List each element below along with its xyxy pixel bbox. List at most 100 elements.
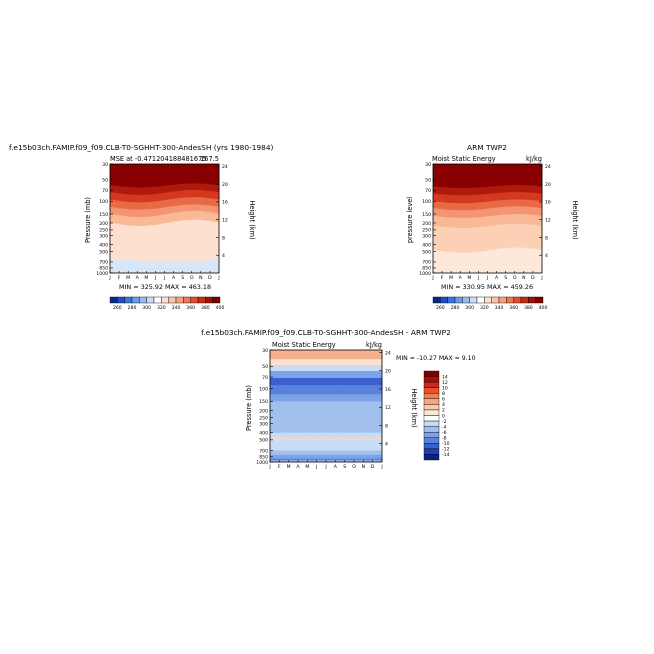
field-cell <box>196 189 202 198</box>
field-cell <box>335 454 341 460</box>
field-cell <box>169 164 174 186</box>
colorbar-label: 260 <box>113 305 122 311</box>
field-cell <box>146 209 152 218</box>
field-cell <box>178 220 184 263</box>
field-cell <box>293 394 299 402</box>
panel-obs: ARM TWP2 Moist Static Energy kJ/kg 30 50 7… <box>406 143 579 311</box>
field-cell <box>270 359 276 366</box>
field-cell <box>298 365 304 372</box>
field-cell <box>537 200 543 209</box>
field-cell <box>354 377 360 386</box>
field-cell <box>335 394 341 402</box>
field-cell <box>460 217 466 229</box>
height-tick-label: 4 <box>545 253 548 259</box>
field-cell <box>123 259 129 274</box>
field-cell <box>146 194 152 203</box>
field-cell <box>368 432 374 438</box>
field-cell <box>132 225 138 261</box>
colorbar-swatch <box>498 296 507 304</box>
field-cell <box>302 365 308 372</box>
field-cell <box>460 203 466 211</box>
panel-diff-subtitle-left: Moist Static Energy <box>272 341 336 349</box>
field-cell <box>492 249 497 274</box>
field-cell <box>372 401 378 434</box>
field-cell <box>532 248 538 274</box>
field-cell <box>191 219 197 263</box>
colorbar-swatch <box>183 296 191 304</box>
field-cell <box>123 186 129 195</box>
colorbar-swatch <box>423 393 440 400</box>
field-cell <box>196 210 202 221</box>
field-cell <box>349 377 355 386</box>
field-cell <box>270 365 276 372</box>
field-cell <box>330 371 336 379</box>
field-cell <box>284 377 290 386</box>
field-cell <box>288 359 294 366</box>
field-cell <box>501 164 507 186</box>
field-cell <box>358 437 364 441</box>
field-cell <box>307 394 313 402</box>
field-cell <box>354 385 360 395</box>
field-cell <box>478 187 484 195</box>
field-cell <box>200 211 206 221</box>
field-cell <box>528 248 534 274</box>
month-tick-label: S <box>504 275 507 281</box>
field-cell <box>312 365 318 372</box>
field-cell <box>492 193 497 202</box>
month-tick-label: O <box>190 275 194 281</box>
field-cell <box>478 216 484 228</box>
field-cell <box>150 216 156 226</box>
colorbar-swatch <box>124 296 133 304</box>
field-cell <box>274 385 280 395</box>
panel-diff: f.e15b03ch.FAMIP.f09_f09.CLB-T0-SGHHT-30… <box>201 328 475 470</box>
colorbar-swatch <box>205 296 213 304</box>
pressure-tick-label: 50 <box>262 364 268 370</box>
field-cell <box>344 359 350 366</box>
field-cell <box>274 394 280 402</box>
field-cell <box>335 377 341 386</box>
field-cell <box>340 394 346 402</box>
field-cell <box>464 187 470 196</box>
field-cell <box>349 439 355 452</box>
field-cell <box>349 359 355 366</box>
field-cell <box>326 458 332 461</box>
field-cell <box>473 227 479 253</box>
field-cell <box>307 371 313 379</box>
field-cell <box>442 216 448 228</box>
field-cell <box>377 359 383 366</box>
field-cell <box>330 437 336 441</box>
field-cell <box>293 450 299 456</box>
field-cell <box>302 454 308 460</box>
pressure-tick-label: 100 <box>259 386 268 392</box>
field-cell <box>284 385 290 395</box>
field-cell <box>307 385 313 395</box>
field-cell <box>363 450 369 456</box>
field-cell <box>196 164 202 184</box>
field-cell <box>173 212 179 222</box>
field-cell <box>141 209 147 218</box>
field-cell <box>128 194 134 203</box>
field-cell <box>326 460 332 463</box>
field-cell <box>335 458 341 461</box>
colorbar-label: -6 <box>442 430 447 436</box>
field-cell <box>128 209 134 218</box>
field-cell <box>340 450 346 456</box>
colorbar-label: 400 <box>216 305 225 311</box>
field-cell <box>469 252 475 274</box>
field-cell <box>469 195 475 204</box>
field-cell <box>312 450 318 456</box>
pressure-tick-label: 850 <box>99 266 108 272</box>
field-cell <box>335 432 341 438</box>
field-cell <box>316 350 322 360</box>
field-cell <box>487 250 493 274</box>
field-cell <box>110 222 115 261</box>
field-cell <box>119 186 125 195</box>
field-cell <box>372 385 378 395</box>
pressure-tick-label: 100 <box>422 199 431 205</box>
field-cell <box>330 394 336 402</box>
colorbar-label: 8 <box>442 391 445 397</box>
field-cell <box>110 185 115 193</box>
field-cell <box>523 224 529 249</box>
field-cell <box>164 214 170 224</box>
field-cell <box>293 458 299 461</box>
